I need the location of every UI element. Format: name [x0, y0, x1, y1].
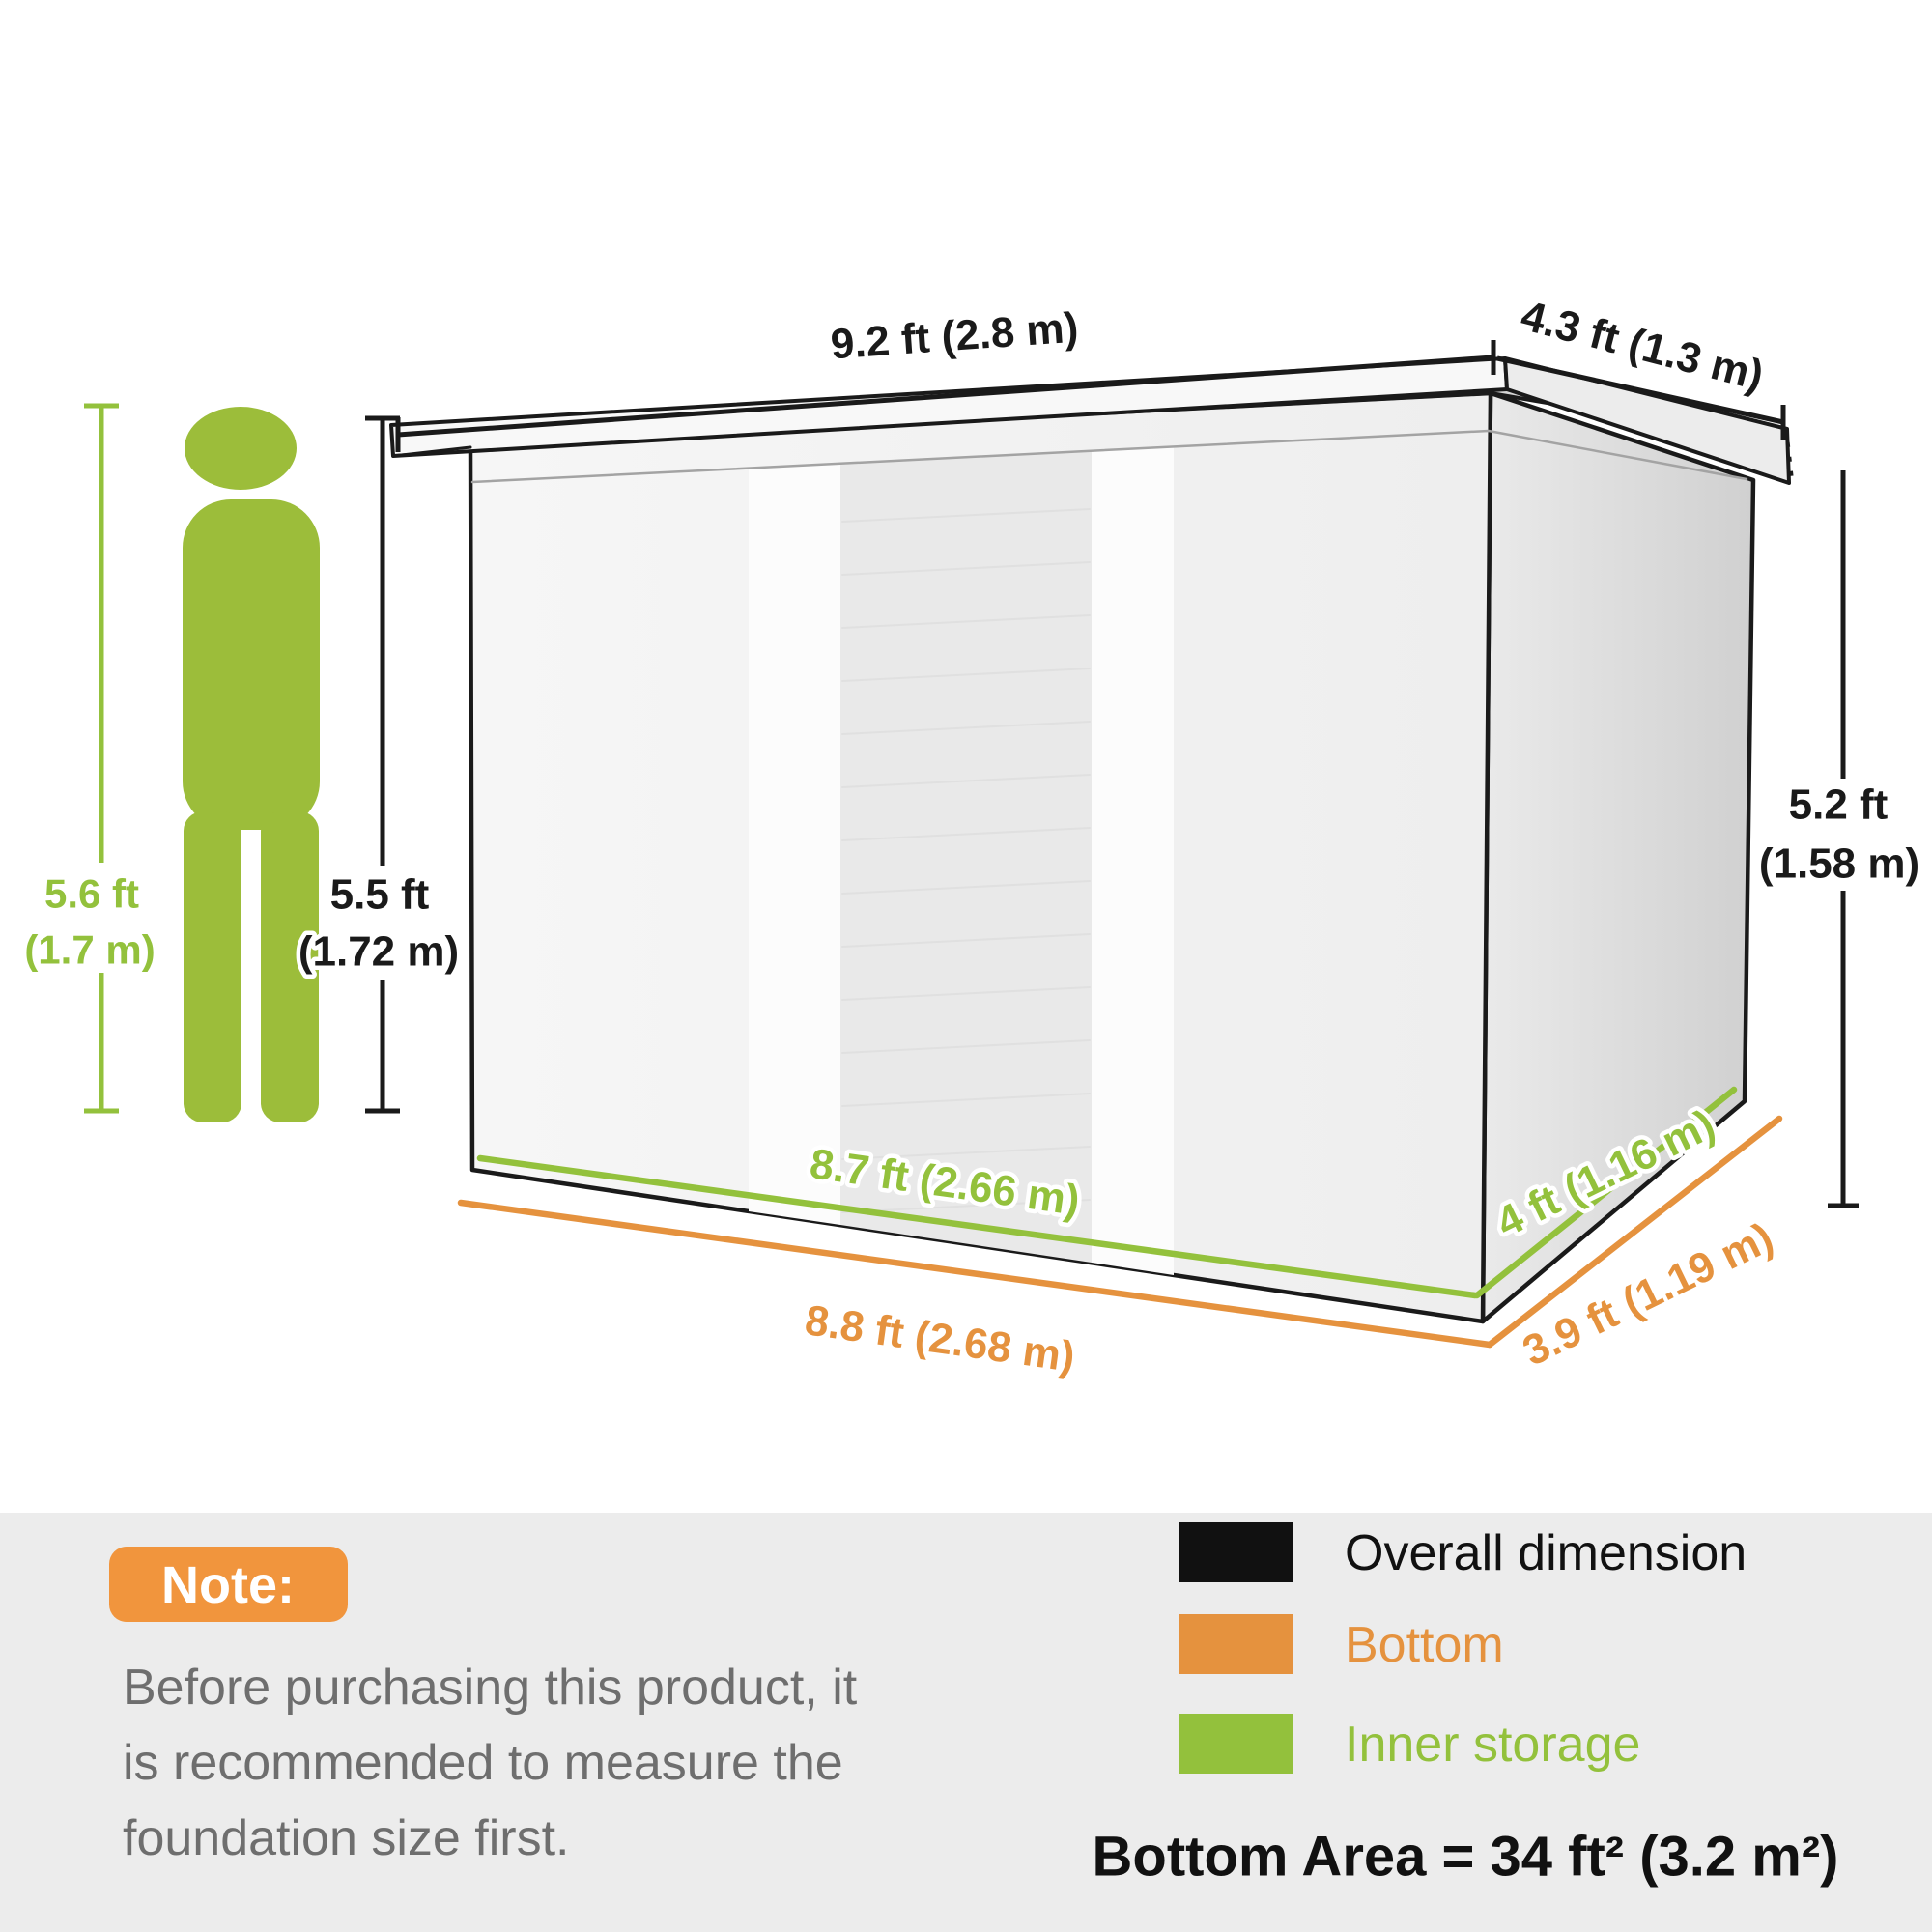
wall-trim-line [470, 429, 1748, 484]
bottom-swatch [1179, 1614, 1293, 1674]
shed-illustration [389, 356, 1791, 1324]
person-height-dimension-line [84, 403, 119, 1114]
door-panel [840, 451, 1092, 1263]
bottom-width-line [457, 1199, 1493, 1349]
person-height-label-m: (1.7 m) [24, 927, 155, 973]
overall-dimension-swatch [1179, 1522, 1293, 1582]
note-block: Note: Before purchasing this product, it… [109, 1547, 858, 1866]
person-head [185, 407, 297, 490]
note-badge-label: Note: [161, 1556, 295, 1614]
rear-height-label-ft: 5.2 ft [1789, 781, 1889, 829]
legend: Overall dimension Bottom Inner storage B… [1093, 1522, 1839, 1889]
front-height-dimension-line [365, 415, 400, 1114]
person-silhouette [183, 407, 320, 1122]
bottom-area-text: Bottom Area = 34 ft² (3.2 m²) [1093, 1826, 1839, 1889]
inner-storage-swatch [1179, 1714, 1293, 1774]
inner-depth-line [1473, 1086, 1738, 1299]
door-corrugation-lines [841, 508, 1091, 1213]
note-text-line2: is recommended to measure the [123, 1735, 843, 1791]
overall-depth-dimension-line [1496, 355, 1794, 481]
front-height-label-ft: 5.5 ft [330, 871, 430, 919]
note-text-line3: foundation size first. [123, 1810, 569, 1866]
person-left-leg [184, 811, 242, 1122]
depth-dotted-connector [1784, 427, 1794, 481]
roof-overhang-underside [391, 445, 472, 458]
front-height-label-m: (1.72 m) [298, 928, 459, 976]
overall-dimension-label: Overall dimension [1345, 1525, 1747, 1581]
rear-height-dimension-line [1828, 470, 1859, 1208]
bottom-label: Bottom [1345, 1617, 1504, 1673]
door-trim-left [749, 464, 840, 1225]
person-right-leg [261, 811, 319, 1122]
inner-storage-label: Inner storage [1345, 1717, 1640, 1773]
person-torso [183, 499, 320, 830]
bottom-measurement-lines [457, 1086, 1783, 1349]
inner-width-line [476, 1154, 1479, 1299]
rear-height-label-m: (1.58 m) [1759, 840, 1919, 888]
roof-fascia-right [1503, 356, 1791, 485]
bottom-depth-line [1486, 1115, 1783, 1349]
person-height-label-ft: 5.6 ft [44, 871, 139, 917]
note-badge [109, 1547, 348, 1622]
overall-width-dimension-line [395, 340, 1496, 452]
door-trim-right [1092, 447, 1174, 1275]
note-text-line1: Before purchasing this product, it [123, 1660, 858, 1716]
